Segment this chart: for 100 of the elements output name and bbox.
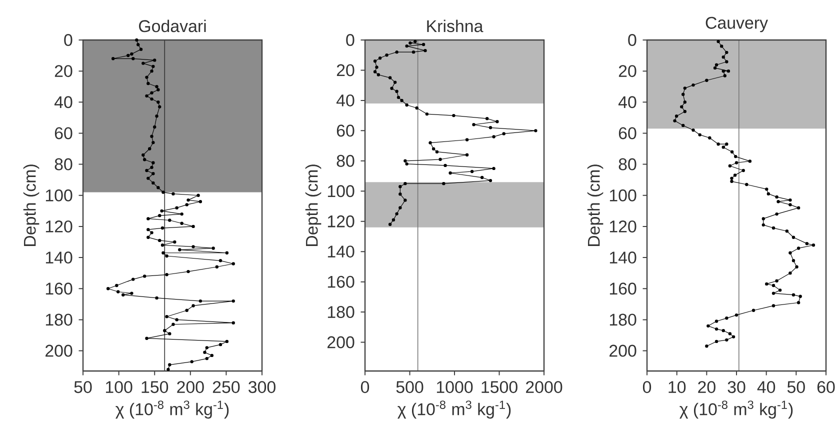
- x-tick-label: 60: [817, 381, 835, 394]
- y-tick-label: 40: [618, 96, 636, 108]
- point: [395, 50, 398, 54]
- x-tick-label: 150: [142, 381, 168, 394]
- y-tick-label: 0: [628, 34, 636, 46]
- point: [404, 198, 407, 202]
- y-tick-label: 60: [336, 124, 354, 137]
- y-tick-label: 80: [618, 158, 636, 170]
- point: [404, 159, 407, 162]
- y-tick-label: 140: [610, 252, 636, 264]
- y-tick-label: 140: [46, 252, 72, 264]
- x-tick-label: 20: [698, 381, 716, 394]
- y-tick-label: 20: [336, 64, 354, 76]
- point: [452, 114, 456, 118]
- y-tick-label: 40: [54, 96, 72, 108]
- x-tick-label: 100: [106, 381, 132, 394]
- point: [395, 90, 398, 93]
- point: [396, 96, 400, 100]
- point: [502, 132, 506, 136]
- y-tick-label: 120: [610, 220, 636, 232]
- point: [425, 112, 429, 116]
- y-tick-label: 60: [618, 127, 636, 140]
- point: [485, 116, 489, 120]
- x-tick-label: 40: [757, 381, 776, 394]
- x-axis-title: χ (10$^{-8}$ m$^{3}$ kg$^{-1}$): [680, 400, 793, 419]
- x-axis-title: χ (10$^{-8}$ m$^{3}$ kg$^{-1}$): [116, 400, 229, 419]
- point: [405, 103, 408, 107]
- y-tick-label: 200: [328, 336, 354, 348]
- y-tick-label: 180: [46, 314, 72, 326]
- point: [496, 120, 499, 124]
- y-axis-title: Depth (cm): [23, 164, 40, 246]
- y-tick-label: 80: [336, 154, 354, 167]
- point: [442, 182, 446, 186]
- point: [405, 44, 408, 48]
- y-tick-label: 180: [610, 314, 636, 326]
- point: [395, 212, 398, 216]
- y-axis-title: Depth (cm): [305, 164, 322, 246]
- point: [414, 40, 417, 44]
- point: [432, 147, 436, 150]
- point: [435, 150, 439, 154]
- point: [534, 129, 538, 132]
- y-tick-label: 200: [46, 344, 72, 357]
- point: [400, 98, 404, 102]
- y-tick-label: 20: [618, 65, 636, 78]
- y-tick-label: 120: [328, 215, 354, 228]
- point: [388, 222, 392, 226]
- y-tick-label: 20: [54, 65, 72, 78]
- point: [390, 86, 394, 90]
- point: [488, 126, 492, 130]
- x-tick-label: 500: [396, 381, 424, 394]
- point: [422, 42, 426, 46]
- x-tick-label: 0: [642, 381, 652, 394]
- y-tick-label: 160: [46, 282, 72, 295]
- y-tick-label: 160: [610, 282, 636, 295]
- chart-title: Godavari: [139, 20, 206, 32]
- point: [448, 171, 452, 175]
- point: [398, 185, 402, 188]
- y-tick-label: 0: [64, 34, 72, 46]
- x-tick-label: 0: [360, 381, 370, 394]
- y-tick-label: 0: [346, 34, 354, 46]
- point: [373, 60, 377, 63]
- point: [465, 138, 469, 142]
- x-tick-label: 2000: [526, 381, 562, 394]
- point: [412, 50, 416, 54]
- y-axis-title: Depth (cm): [587, 164, 604, 246]
- y-tick-label: 180: [328, 306, 354, 318]
- point: [408, 41, 412, 45]
- point: [472, 123, 476, 126]
- point: [376, 73, 380, 76]
- point: [375, 66, 378, 69]
- x-tick-label: 50: [787, 381, 805, 394]
- point: [392, 218, 396, 222]
- x-tick-label: 1000: [436, 381, 473, 394]
- y-tick-label: 80: [54, 158, 72, 170]
- y-tick-label: 200: [610, 344, 636, 357]
- point: [378, 56, 382, 60]
- y-tick-label: 100: [328, 185, 354, 198]
- point: [465, 153, 469, 156]
- point: [488, 178, 492, 182]
- point: [373, 70, 377, 74]
- x-tick-label: 200: [177, 381, 204, 394]
- point: [393, 80, 397, 84]
- x-tick-label: 30: [728, 381, 746, 394]
- chart-title: Cauvery: [706, 16, 768, 32]
- x-tick-label: 250: [212, 381, 240, 394]
- point: [470, 170, 474, 174]
- y-tick-label: 60: [54, 127, 72, 140]
- point: [492, 166, 496, 170]
- point: [480, 176, 484, 180]
- y-tick-label: 160: [328, 276, 354, 288]
- y-tick-label: 100: [610, 189, 636, 202]
- point: [492, 135, 496, 138]
- point: [405, 162, 408, 166]
- y-tick-label: 100: [46, 189, 72, 202]
- point: [415, 106, 418, 110]
- point: [398, 192, 402, 196]
- point: [428, 141, 432, 144]
- x-tick-label: 50: [74, 381, 92, 394]
- x-tick-label: 10: [668, 381, 686, 394]
- point: [398, 206, 402, 210]
